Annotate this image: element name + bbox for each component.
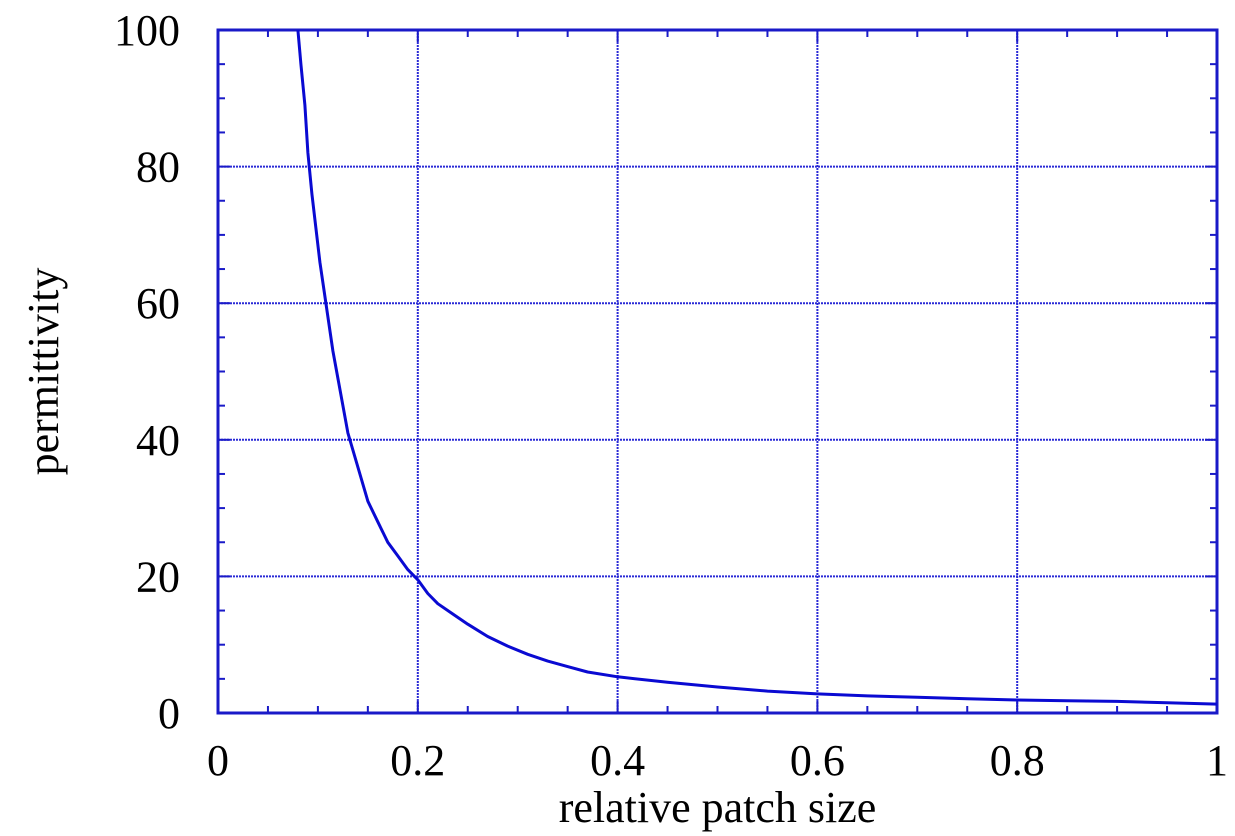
y-tick-label: 20 bbox=[136, 552, 180, 601]
x-axis-label: relative patch size bbox=[559, 783, 877, 832]
y-axis-label: permittivity bbox=[19, 268, 68, 476]
y-tick-label: 0 bbox=[158, 689, 180, 738]
x-tick-label: 0 bbox=[207, 736, 229, 785]
y-tick-label: 100 bbox=[114, 6, 180, 55]
x-tick-label: 0.2 bbox=[390, 736, 445, 785]
series-layer bbox=[296, 29, 1218, 706]
plot-frame bbox=[216, 28, 1219, 715]
minor-ticks bbox=[217, 29, 1218, 714]
x-tick-label: 0.4 bbox=[590, 736, 645, 785]
grid-lines bbox=[218, 30, 1217, 713]
y-tick-label: 80 bbox=[136, 143, 180, 192]
x-tick-label: 0.6 bbox=[790, 736, 845, 785]
y-tick-labels: 0 20 40 60 80 100 bbox=[114, 6, 180, 738]
x-tick-label: 1 bbox=[1206, 736, 1228, 785]
y-tick-label: 40 bbox=[136, 416, 180, 465]
x-tick-labels: 0 0.2 0.4 0.6 0.8 1 bbox=[207, 736, 1228, 785]
x-tick-label: 0.8 bbox=[990, 736, 1045, 785]
series-line-0 bbox=[296, 29, 1218, 706]
y-tick-label: 60 bbox=[136, 279, 180, 328]
